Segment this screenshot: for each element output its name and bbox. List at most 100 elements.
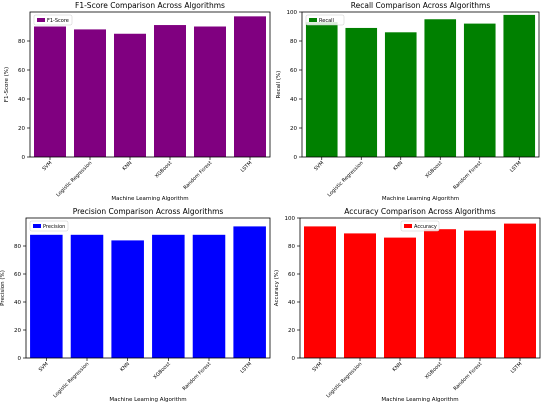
y-tick-label: 0 [294,155,298,161]
chart-panel-2: Recall Comparison Across Algorithms 0 20 40… [276,1,540,202]
y-tick-label: 40 [288,300,295,306]
x-tick-label: XGBoost [152,361,171,380]
bar-knn [111,240,144,358]
y-tick-label: 20 [14,328,21,334]
bar-knn [384,237,416,358]
y-tick-label: 40 [18,97,25,103]
chart-panel-3: Precision Comparison Across Algorithms 0 2… [0,207,271,403]
x-tick-label: XGBoost [424,361,443,380]
chart-title: Recall Comparison Across Algorithms [351,1,491,10]
x-axis-label: Machine Learning Algorithm [109,397,186,403]
legend: F1-Score [33,14,73,26]
x-axis-label: Machine Learning Algorithm [382,196,459,202]
legend-label: Accuracy [414,224,437,230]
legend-swatch [37,18,45,22]
bar-logistic-regression [74,29,106,157]
bar-random-forest [192,234,226,358]
bar-random-forest [464,230,496,358]
x-tick-label: KNN [119,361,131,373]
bar-random-forest [194,26,226,157]
x-tick-label: LSTM [239,361,253,375]
y-axis-label: Accuracy (%) [274,270,280,306]
bar-logistic-regression [344,233,376,358]
y-tick-label: 40 [14,300,21,306]
bar-logistic-regression [70,234,104,358]
bar-lstm [233,226,266,358]
y-tick-label: 100 [287,10,298,16]
x-tick-label: Logistic Regression [325,361,363,399]
x-tick-label: Logistic Regression [52,361,90,399]
x-tick-label: LSTM [509,160,523,174]
x-tick-label: Random Forest [183,160,214,191]
legend: Recall [305,14,345,26]
legend-swatch [404,224,412,228]
chart-title: Accuracy Comparison Across Algorithms [344,207,495,216]
bar-random-forest [463,23,496,157]
x-tick-label: KNN [122,160,134,172]
y-tick-label: 0 [22,155,26,161]
x-tick-label: Logistic Regression [327,160,365,198]
plot-frame [299,217,541,359]
bar-lstm [503,14,536,158]
y-axis-label: Recall (%) [276,71,282,99]
legend-box [400,220,440,232]
y-tick-label: 80 [18,39,25,45]
bar-lstm [504,223,536,358]
x-tick-label: SVM [311,361,323,373]
chart-title: Precision Comparison Across Algorithms [73,207,224,216]
plot-frame [29,11,271,158]
x-axis-label: Machine Learning Algorithm [111,196,188,202]
legend-label: Recall [319,18,334,24]
x-tick-label: Logistic Regression [55,160,93,198]
x-tick-label: LSTM [510,361,524,375]
y-tick-label: 40 [290,97,297,103]
chart-title: F1-Score Comparison Across Algorithms [75,1,225,10]
x-axis-label: Machine Learning Algorithm [381,397,458,403]
legend-box [305,14,345,26]
y-tick-label: 60 [290,68,297,74]
x-tick-label: Random Forest [453,361,484,392]
x-tick-label: SVM [41,160,53,172]
bar-knn [114,33,146,157]
bar-logistic-regression [345,27,378,158]
bar-svm [305,22,338,158]
y-tick-label: 0 [292,356,296,362]
bar-svm [304,226,336,358]
y-axis-label: F1-Score (%) [4,67,10,102]
y-tick-label: 60 [18,68,25,74]
x-tick-label: Random Forest [452,160,483,191]
bar-lstm [234,16,266,157]
legend: Precision [29,220,69,232]
x-tick-label: SVM [38,361,50,373]
bar-xgboost [424,19,457,157]
legend-swatch [33,224,41,228]
legend-label: Precision [43,224,65,230]
x-tick-label: KNN [392,160,404,172]
y-tick-label: 20 [290,126,297,132]
y-tick-label: 60 [288,272,295,278]
bar-knn [384,32,417,157]
y-tick-label: 80 [290,39,297,45]
x-tick-label: LSTM [240,160,254,174]
legend-box [33,14,73,26]
plot-frame [301,11,540,158]
y-tick-label: 80 [14,244,21,250]
chart-panel-4: Accuracy Comparison Across Algorithms 0 20… [274,207,541,403]
bar-svm [30,234,63,358]
y-tick-label: 100 [285,216,296,222]
y-tick-label: 20 [288,328,295,334]
x-tick-label: Random Forest [182,361,213,392]
y-axis-label: Precision (%) [0,270,6,306]
x-tick-label: XGBoost [154,160,173,179]
y-tick-label: 60 [14,272,21,278]
x-tick-label: SVM [313,160,325,172]
y-tick-label: 0 [18,356,22,362]
legend: Accuracy [400,220,440,232]
x-tick-label: XGBoost [424,160,443,179]
bar-svm [34,26,66,157]
legend-label: F1-Score [47,18,69,24]
plot-frame [25,217,271,359]
bar-xgboost [152,234,185,358]
